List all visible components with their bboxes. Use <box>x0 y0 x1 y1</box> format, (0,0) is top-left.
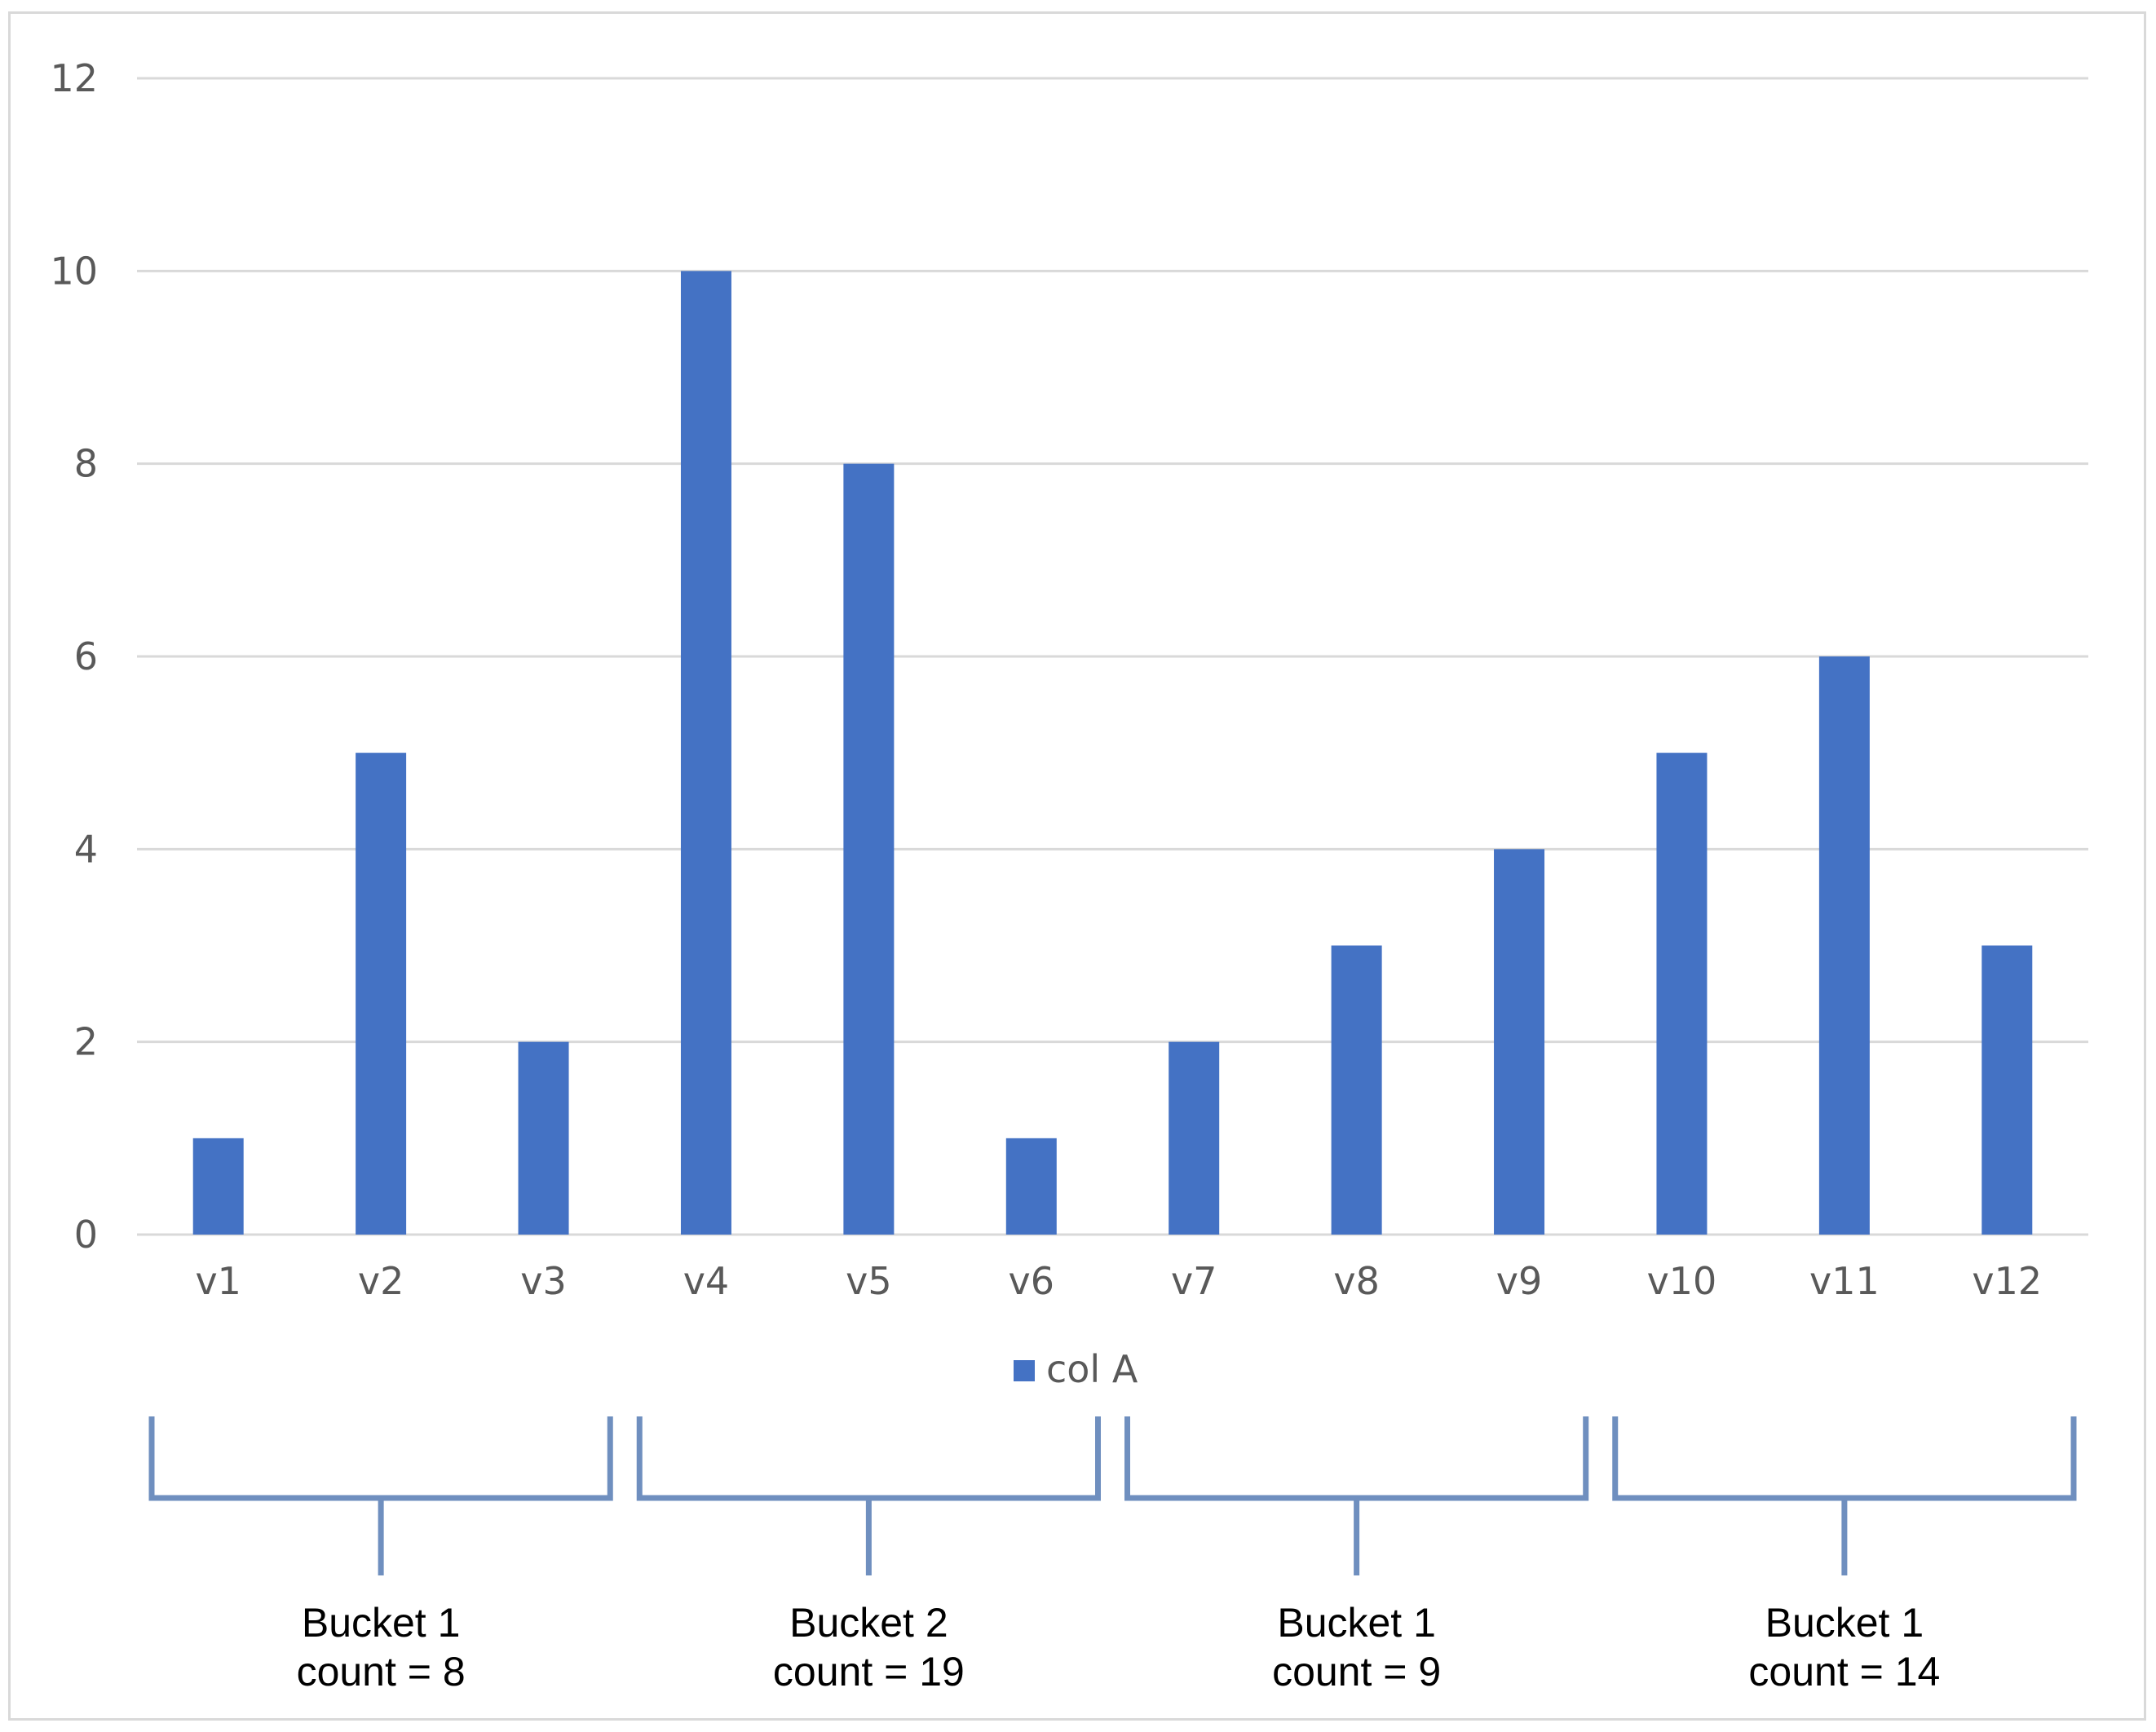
legend: col A <box>1014 1347 1138 1391</box>
bar-chart: 0 2 4 6 8 10 12 v1 v2 v3 v4 v5 v6 v7 v8 v9 v10 v11 v12 co… <box>50 56 2088 1694</box>
bar-v7 <box>1169 1041 1220 1235</box>
bar-v10 <box>1656 753 1708 1235</box>
bucket-count: count = 8 <box>297 1649 466 1694</box>
bucket-name: Bucket 1 <box>302 1600 461 1646</box>
bar-v4 <box>680 271 731 1235</box>
x-tick-label: v8 <box>1333 1259 1380 1303</box>
bar-v2 <box>356 753 407 1235</box>
bar-v5 <box>843 463 895 1235</box>
x-tick-label: v11 <box>1809 1259 1880 1303</box>
x-tick-label: v3 <box>520 1259 567 1303</box>
bucket-count: count = 19 <box>773 1649 965 1694</box>
y-tick-label: 12 <box>50 56 98 100</box>
x-tick-label: v6 <box>1009 1259 1055 1303</box>
bar-v9 <box>1494 849 1545 1235</box>
bucket-count: count = 9 <box>1272 1649 1441 1694</box>
y-tick-label: 2 <box>74 1020 98 1064</box>
y-tick-label: 6 <box>74 634 98 678</box>
chart-frame: 0 2 4 6 8 10 12 v1 v2 v3 v4 v5 v6 v7 v8 v9 v10 v11 v12 co… <box>8 11 2146 1721</box>
x-tick-label: v10 <box>1647 1259 1717 1303</box>
bucket-count: count = 14 <box>1748 1649 1940 1694</box>
legend-swatch <box>1014 1360 1035 1381</box>
bar-v8 <box>1331 945 1382 1235</box>
x-axis-categories: v1 v2 v3 v4 v5 v6 v7 v8 v9 v10 v11 v12 <box>195 1259 2042 1303</box>
legend-label: col A <box>1046 1347 1138 1391</box>
y-tick-label: 4 <box>74 827 98 871</box>
bucket-bracket <box>148 1416 613 1575</box>
bucket-name: Bucket 2 <box>789 1600 948 1646</box>
bar-v6 <box>1005 1138 1057 1235</box>
bucket-bracket <box>1124 1416 1589 1575</box>
bar-v1 <box>192 1138 244 1235</box>
x-tick-label: v5 <box>846 1259 892 1303</box>
y-tick-label: 0 <box>74 1213 98 1257</box>
x-tick-label: v4 <box>683 1259 730 1303</box>
bar-v12 <box>1981 945 2033 1235</box>
bar-series-col-a <box>192 271 2033 1235</box>
x-tick-label: v7 <box>1171 1259 1217 1303</box>
bucket-bracket <box>1612 1416 2077 1575</box>
bucket-name: Bucket 1 <box>1765 1600 1924 1646</box>
gridlines <box>137 77 2088 1236</box>
bar-v3 <box>518 1041 569 1235</box>
y-axis-ticks: 0 2 4 6 8 10 12 <box>50 56 98 1257</box>
y-tick-label: 8 <box>74 442 98 486</box>
bucket-bracket <box>636 1416 1101 1575</box>
x-tick-label: v12 <box>1972 1259 2042 1303</box>
y-tick-label: 10 <box>50 249 98 293</box>
x-tick-label: v2 <box>358 1259 404 1303</box>
x-tick-label: v1 <box>195 1259 241 1303</box>
bucket-name: Bucket 1 <box>1277 1600 1436 1646</box>
bar-v11 <box>1818 656 1870 1235</box>
x-tick-label: v9 <box>1496 1259 1543 1303</box>
